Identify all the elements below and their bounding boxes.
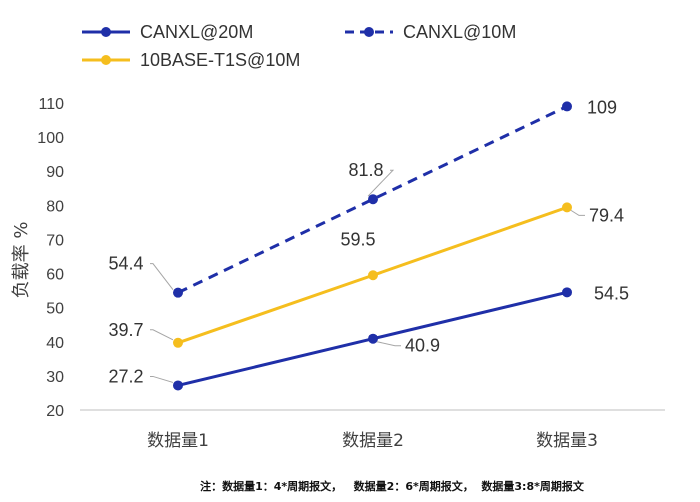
y-tick-label: 80 bbox=[46, 198, 64, 215]
y-axis-label: 负载率 % bbox=[11, 222, 32, 299]
data-point bbox=[562, 287, 572, 298]
leader-line bbox=[150, 263, 174, 290]
y-tick-label: 50 bbox=[46, 301, 64, 318]
data-label: 109 bbox=[587, 97, 617, 117]
y-tick-label: 110 bbox=[38, 96, 64, 113]
legend-label: CANXL@10M bbox=[403, 22, 516, 42]
data-point bbox=[368, 270, 378, 281]
data-label: 79.4 bbox=[589, 205, 624, 225]
data-point bbox=[173, 380, 183, 391]
data-point bbox=[368, 194, 378, 205]
x-ticks: 数据量1 数据量2 数据量3 bbox=[147, 431, 598, 451]
data-label: 59.5 bbox=[340, 229, 375, 249]
leader-line bbox=[367, 169, 395, 197]
legend-swatch-marker bbox=[364, 27, 374, 37]
leader-line bbox=[376, 341, 401, 347]
data-label: 54.4 bbox=[108, 254, 143, 274]
data-label: 54.5 bbox=[594, 283, 629, 303]
data-label: 40.9 bbox=[405, 336, 440, 356]
data-label: 27.2 bbox=[108, 366, 143, 386]
legend: CANXL@20M CANXL@10M 10BASE-T1S@10M bbox=[82, 22, 516, 70]
x-tick-label: 数据量3 bbox=[536, 431, 598, 451]
y-tick-label: 70 bbox=[46, 232, 64, 249]
footnote: 注：数据量1：4*周期报文， 数据量2：6*周期报文， 数据量3:8*周期报文 bbox=[200, 479, 585, 493]
legend-label: CANXL@20M bbox=[140, 22, 253, 42]
data-point bbox=[173, 337, 183, 348]
series-layer bbox=[173, 101, 572, 391]
x-tick-label: 数据量2 bbox=[342, 431, 404, 451]
y-tick-label: 60 bbox=[46, 267, 64, 284]
data-point bbox=[562, 101, 572, 112]
leader-line bbox=[150, 329, 174, 341]
y-tick-label: 20 bbox=[46, 403, 64, 420]
y-tick-label: 40 bbox=[46, 335, 64, 352]
y-tick-label: 90 bbox=[46, 164, 64, 181]
legend-swatch-marker bbox=[101, 55, 111, 65]
series-line bbox=[177, 105, 568, 295]
legend-label: 10BASE-T1S@10M bbox=[140, 50, 300, 70]
label-layer: 27.2 40.9 54.5 54.4 81.8 109 39.7 59.5 79.4 bbox=[108, 97, 629, 386]
data-label: 39.7 bbox=[108, 320, 143, 340]
data-point bbox=[562, 202, 572, 213]
data-point bbox=[173, 287, 183, 298]
y-ticks: 20 30 40 50 60 70 80 90 100 110 bbox=[37, 96, 64, 420]
leader-line bbox=[150, 375, 174, 383]
leader-line bbox=[570, 209, 585, 216]
data-point bbox=[368, 333, 378, 344]
x-tick-label: 数据量1 bbox=[147, 431, 209, 451]
y-tick-label: 30 bbox=[46, 369, 64, 386]
legend-swatch-marker bbox=[101, 27, 111, 37]
y-tick-label: 100 bbox=[37, 130, 64, 147]
data-label: 81.8 bbox=[348, 160, 383, 180]
